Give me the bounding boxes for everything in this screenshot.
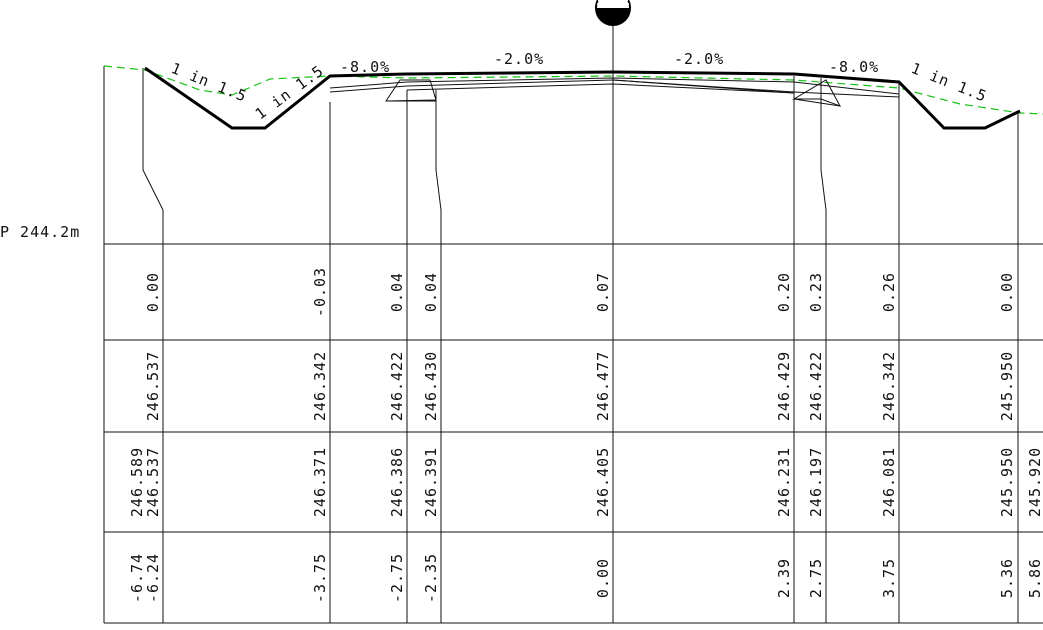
table-existing-value: 245.920 <box>1026 447 1043 517</box>
table-depth-value: 0.00 <box>998 272 1016 312</box>
centerline-symbol <box>595 0 631 26</box>
table-existing-value: 246.537 <box>144 447 162 517</box>
table-offset-value: -3.75 <box>311 553 329 603</box>
table-depth-value: 0.23 <box>807 272 825 312</box>
table-depth-value: 0.00 <box>144 272 162 312</box>
table-offset-value: 5.86 <box>1026 558 1043 598</box>
table-existing-value: 246.371 <box>311 447 329 517</box>
data-table-frame <box>103 66 1043 624</box>
table-design-value: 245.950 <box>998 351 1016 421</box>
table-offset-value: -6.74 <box>128 553 146 603</box>
table-offset-value: 3.75 <box>880 558 898 598</box>
table-existing-value: 246.386 <box>388 447 406 517</box>
table-depth-value: 0.04 <box>388 272 406 312</box>
table-offset-value: 2.75 <box>807 558 825 598</box>
table-offset-value: 0.00 <box>594 558 612 598</box>
table-existing-value: 246.391 <box>422 447 440 517</box>
data-table-values: 0.00246.537246.589246.537-6.74-6.24-0.03… <box>128 267 1043 603</box>
slope-label-left-lane: -2.0% <box>494 50 544 68</box>
table-design-value: 246.422 <box>388 351 406 421</box>
table-offset-value: -2.35 <box>422 553 440 603</box>
slope-label-left-cut-inner: 1 in 1.5 <box>252 62 328 124</box>
table-existing-value: 245.950 <box>998 447 1016 517</box>
table-existing-value: 246.231 <box>775 447 793 517</box>
table-depth-value: -0.03 <box>311 267 329 317</box>
design-profile-line <box>144 66 1021 130</box>
table-offset-value: 5.36 <box>998 558 1016 598</box>
slope-label-right-lane: -2.0% <box>674 50 724 68</box>
table-offset-value: 2.39 <box>775 558 793 598</box>
table-existing-value: 246.197 <box>807 447 825 517</box>
table-existing-value: 246.405 <box>594 447 612 517</box>
table-depth-value: 0.07 <box>594 272 612 312</box>
table-design-value: 246.429 <box>775 351 793 421</box>
table-depth-value: 0.26 <box>880 272 898 312</box>
slope-label-right-shoulder: -8.0% <box>829 58 879 76</box>
offset-lines <box>142 18 1019 623</box>
table-depth-value: 0.20 <box>775 272 793 312</box>
table-design-value: 246.477 <box>594 351 612 421</box>
table-offset-value: -2.75 <box>388 553 406 603</box>
table-design-value: 246.422 <box>807 351 825 421</box>
slope-label-right-cut: 1 in 1.5 <box>909 59 990 106</box>
table-design-value: 246.342 <box>880 351 898 421</box>
table-depth-value: 0.04 <box>422 272 440 312</box>
table-existing-value: 246.589 <box>128 447 146 517</box>
datum-label: P 244.2m <box>0 223 80 241</box>
table-offset-value: -6.24 <box>144 553 162 603</box>
table-design-value: 246.537 <box>144 351 162 421</box>
pavement-layers <box>329 77 900 107</box>
table-design-value: 246.430 <box>422 351 440 421</box>
slope-label-left-shoulder: -8.0% <box>340 58 390 76</box>
existing-ground-line <box>103 65 1043 115</box>
table-design-value: 246.342 <box>311 351 329 421</box>
table-existing-value: 246.081 <box>880 447 898 517</box>
